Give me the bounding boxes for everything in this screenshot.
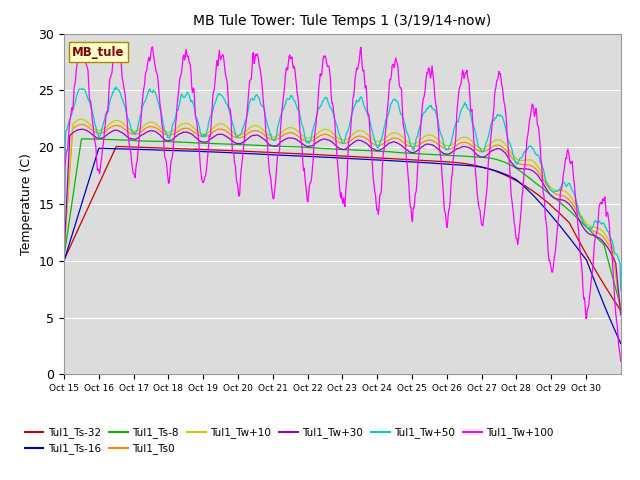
Tul1_Tw+30	[256, 133, 264, 139]
Tul1_Tw+10	[77, 116, 84, 122]
Tul1_Ts-8	[228, 142, 236, 147]
Tul1_Tw+10	[277, 131, 285, 136]
Tul1_Ts0	[256, 129, 264, 135]
Tul1_Tw+30	[617, 312, 625, 318]
Text: MB_tule: MB_tule	[72, 46, 125, 59]
Line: Tul1_Tw+100: Tul1_Tw+100	[64, 45, 621, 361]
Tul1_Tw+100	[401, 128, 408, 133]
Tul1_Tw+100	[277, 119, 285, 124]
Tul1_Ts-8	[256, 143, 264, 148]
Tul1_Ts-16	[228, 150, 236, 156]
Tul1_Tw+10	[256, 124, 264, 130]
Tul1_Tw+30	[401, 145, 408, 151]
Tul1_Ts0	[228, 133, 236, 139]
Tul1_Tw+10	[60, 249, 68, 255]
Tul1_Ts0	[401, 140, 408, 146]
Tul1_Ts-8	[432, 152, 440, 157]
Tul1_Tw+100	[126, 146, 134, 152]
Tul1_Ts-8	[277, 144, 285, 149]
Tul1_Tw+100	[60, 268, 68, 274]
Tul1_Tw+50	[126, 121, 134, 127]
Tul1_Ts-32	[256, 149, 264, 155]
Tul1_Ts-16	[256, 151, 264, 157]
Tul1_Ts0	[78, 121, 86, 127]
Tul1_Tw+30	[432, 144, 440, 150]
Tul1_Tw+50	[617, 288, 625, 294]
Tul1_Tw+50	[228, 120, 236, 126]
Tul1_Tw+10	[228, 129, 236, 135]
Tul1_Ts-32	[617, 308, 625, 313]
Tul1_Ts-32	[113, 144, 120, 149]
Tul1_Ts-32	[228, 148, 236, 154]
Tul1_Ts-32	[401, 156, 408, 162]
Tul1_Tw+100	[256, 65, 264, 71]
Tul1_Ts-16	[617, 341, 625, 347]
Line: Tul1_Tw+10: Tul1_Tw+10	[64, 119, 621, 311]
Tul1_Ts-16	[432, 160, 440, 166]
Legend: Tul1_Ts-32, Tul1_Ts-16, Tul1_Ts-8, Tul1_Ts0, Tul1_Tw+10, Tul1_Tw+30, Tul1_Tw+50,: Tul1_Ts-32, Tul1_Ts-16, Tul1_Ts-8, Tul1_…	[25, 427, 554, 455]
Tul1_Ts-8	[126, 137, 134, 143]
Tul1_Ts-16	[401, 158, 408, 164]
Tul1_Tw+10	[401, 136, 408, 142]
Tul1_Ts-32	[432, 158, 440, 164]
Tul1_Tw+30	[126, 136, 134, 142]
Tul1_Tw+50	[432, 110, 440, 116]
Tul1_Tw+50	[277, 112, 285, 118]
Tul1_Tw+30	[78, 126, 86, 132]
Tul1_Tw+50	[401, 120, 408, 126]
Tul1_Ts0	[60, 251, 68, 257]
Tul1_Tw+50	[256, 98, 264, 104]
Tul1_Ts-16	[126, 146, 134, 152]
Tul1_Ts0	[126, 131, 134, 136]
Title: MB Tule Tower: Tule Temps 1 (3/19/14-now): MB Tule Tower: Tule Temps 1 (3/19/14-now…	[193, 14, 492, 28]
Tul1_Ts-16	[95, 145, 102, 151]
Tul1_Ts-16	[277, 152, 285, 158]
Tul1_Tw+100	[432, 101, 440, 107]
Tul1_Ts-8	[401, 150, 408, 156]
Line: Tul1_Tw+50: Tul1_Tw+50	[64, 87, 621, 291]
Tul1_Ts-32	[126, 144, 134, 150]
Tul1_Ts-32	[277, 150, 285, 156]
Tul1_Tw+10	[617, 308, 625, 314]
Tul1_Tw+10	[432, 134, 440, 140]
Tul1_Tw+30	[60, 253, 68, 259]
Tul1_Tw+10	[126, 127, 134, 132]
Tul1_Ts-8	[82, 136, 90, 142]
Tul1_Ts0	[277, 134, 285, 140]
Tul1_Tw+30	[277, 139, 285, 144]
Y-axis label: Temperature (C): Temperature (C)	[20, 153, 33, 255]
Line: Tul1_Ts-16: Tul1_Ts-16	[64, 148, 621, 344]
Line: Tul1_Tw+30: Tul1_Tw+30	[64, 129, 621, 315]
Line: Tul1_Ts-8: Tul1_Ts-8	[64, 139, 621, 307]
Line: Tul1_Ts-32: Tul1_Ts-32	[64, 146, 621, 311]
Tul1_Tw+100	[228, 149, 236, 155]
Line: Tul1_Ts0: Tul1_Ts0	[64, 124, 621, 313]
Tul1_Ts-16	[60, 258, 68, 264]
Tul1_Ts-32	[60, 257, 68, 263]
Tul1_Tw+100	[617, 358, 625, 364]
Tul1_Tw+50	[60, 252, 68, 258]
Tul1_Ts-8	[60, 254, 68, 260]
Tul1_Ts-8	[617, 304, 625, 310]
Tul1_Tw+30	[228, 138, 236, 144]
Tul1_Ts0	[432, 139, 440, 145]
Tul1_Tw+50	[113, 84, 120, 90]
Tul1_Ts0	[617, 310, 625, 316]
Tul1_Tw+100	[77, 42, 85, 48]
